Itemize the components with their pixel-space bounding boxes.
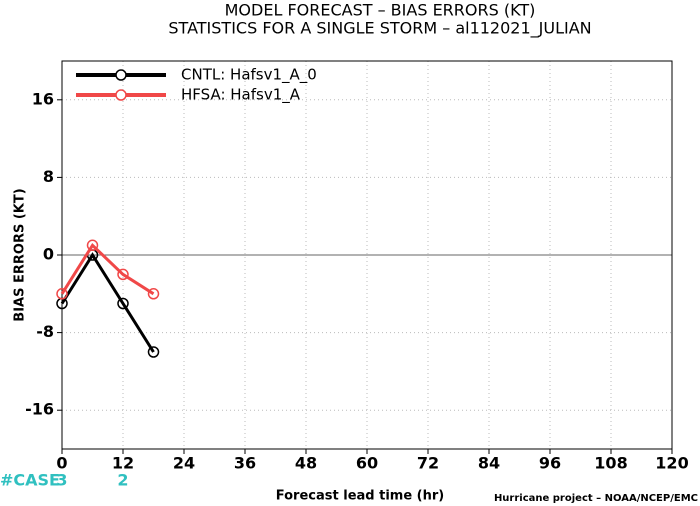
y-tick-label: 16 bbox=[32, 89, 54, 108]
case-count: 3 bbox=[56, 471, 67, 490]
data-point bbox=[117, 268, 129, 281]
data-point bbox=[117, 297, 129, 310]
chart-title: MODEL FORECAST – BIAS ERRORS (KT) bbox=[225, 1, 536, 20]
data-point bbox=[147, 346, 160, 358]
legend-marker bbox=[115, 69, 127, 81]
x-tick-label: 108 bbox=[594, 454, 627, 473]
footer: Hurricane project – NOAA/NCEP/EMC bbox=[494, 493, 698, 504]
data-point bbox=[86, 239, 99, 252]
x-axis-label: Forecast lead time (hr) bbox=[276, 489, 444, 504]
legend-marker bbox=[115, 89, 127, 101]
data-point bbox=[147, 288, 160, 300]
y-tick-label: 0 bbox=[43, 245, 54, 264]
x-tick-label: 12 bbox=[112, 454, 134, 473]
y-tick-label: 8 bbox=[43, 167, 54, 186]
x-tick-label: 36 bbox=[234, 454, 256, 473]
x-tick-label: 96 bbox=[539, 454, 561, 473]
y-tick-label: -8 bbox=[36, 322, 54, 341]
data-point bbox=[56, 288, 68, 300]
series-line bbox=[60, 252, 155, 353]
x-tick-label: 72 bbox=[417, 454, 439, 473]
x-tick-label: 120 bbox=[655, 454, 688, 473]
chart-subtitle: STATISTICS FOR A SINGLE STORM – al112021… bbox=[168, 19, 591, 39]
x-tick-label: 0 bbox=[56, 454, 67, 473]
legend-label: HFSA: Hafsv1_A bbox=[181, 86, 301, 105]
y-axis-label: BIAS ERRORS (KT) bbox=[13, 188, 28, 321]
series-line bbox=[60, 242, 155, 296]
x-tick-label: 24 bbox=[173, 454, 195, 473]
x-tick-label: 60 bbox=[356, 454, 378, 473]
case-count: 2 bbox=[117, 471, 128, 490]
legend-label: CNTL: Hafsv1_A_0 bbox=[181, 66, 317, 85]
y-tick-label: -16 bbox=[25, 400, 54, 419]
case-label: #CASE bbox=[0, 471, 60, 490]
x-tick-label: 84 bbox=[478, 454, 500, 473]
plot-frame bbox=[61, 60, 673, 450]
x-tick-label: 48 bbox=[295, 454, 317, 473]
